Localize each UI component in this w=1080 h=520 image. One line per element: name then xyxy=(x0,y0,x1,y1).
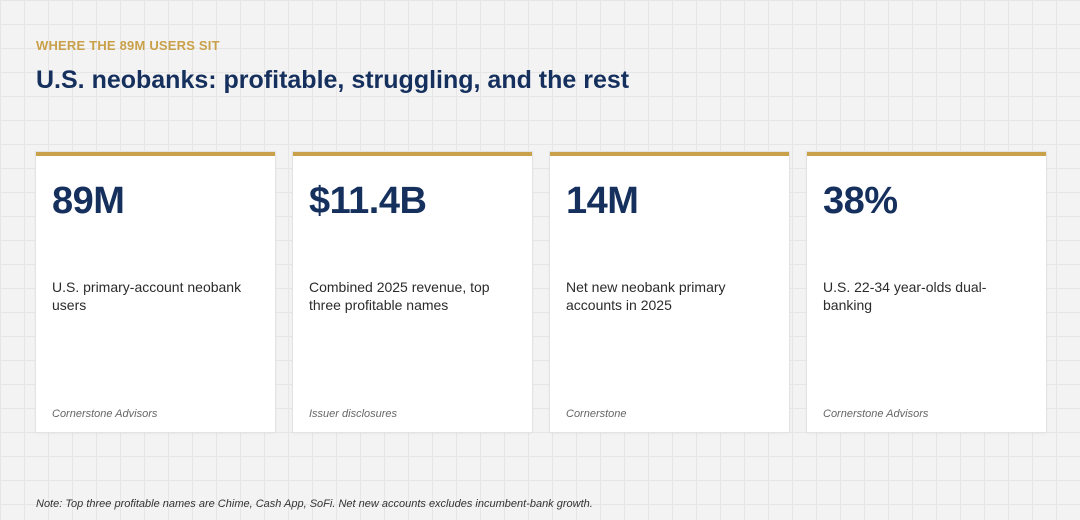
stat-cards: 89M U.S. primary-account neobank users C… xyxy=(36,152,1046,432)
stat-card-dual-banking: 38% U.S. 22-34 year-olds dual-banking Co… xyxy=(807,152,1046,432)
stat-source: Cornerstone Advisors xyxy=(52,408,158,420)
stat-description: Combined 2025 revenue, top three profita… xyxy=(309,279,490,313)
stat-value: 38% xyxy=(823,180,898,222)
stat-card-new-accounts: 14M Net new neobank primary accounts in … xyxy=(550,152,789,432)
stat-value: 14M xyxy=(566,180,639,222)
stat-description: U.S. 22-34 year-olds dual-banking xyxy=(823,279,987,313)
stat-description: U.S. primary-account neobank users xyxy=(52,279,242,313)
stat-value: 89M xyxy=(52,180,125,222)
section-eyebrow: WHERE THE 89M USERS SIT xyxy=(36,38,220,53)
stat-description: Net new neobank primary accounts in 2025 xyxy=(566,279,726,313)
stat-card-revenue: $11.4B Combined 2025 revenue, top three … xyxy=(293,152,532,432)
page-title: U.S. neobanks: profitable, struggling, a… xyxy=(36,66,630,94)
stat-source: Cornerstone xyxy=(566,408,627,420)
stat-source: Cornerstone Advisors xyxy=(823,408,929,420)
stat-card-users: 89M U.S. primary-account neobank users C… xyxy=(36,152,275,432)
stat-value: $11.4B xyxy=(309,180,427,222)
footnote: Note: Top three profitable names are Chi… xyxy=(36,498,593,510)
stat-source: Issuer disclosures xyxy=(309,408,398,420)
